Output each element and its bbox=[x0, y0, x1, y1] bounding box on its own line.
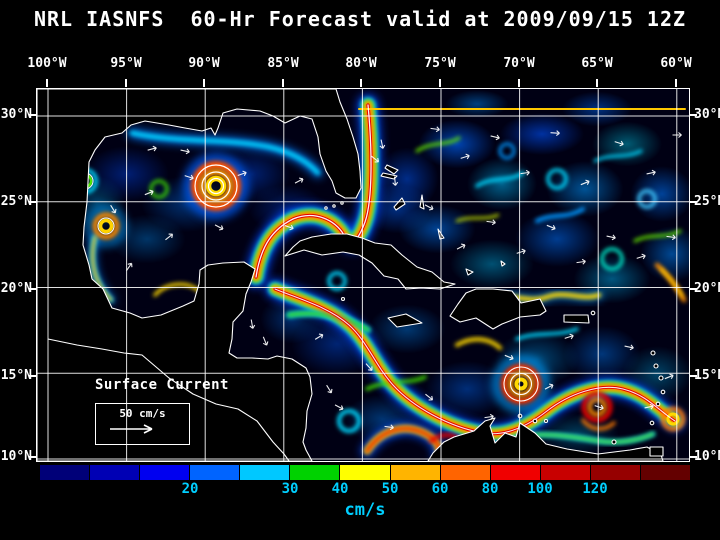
south-america-landmass bbox=[427, 417, 664, 461]
colorbar-segment bbox=[340, 465, 391, 480]
colorbar bbox=[40, 465, 691, 480]
cuba bbox=[284, 233, 456, 290]
colorbar-segment bbox=[540, 465, 591, 480]
axis-tick bbox=[46, 79, 48, 87]
colorbar-tick-label: 20 bbox=[181, 481, 199, 497]
axis-tick bbox=[690, 456, 697, 458]
trinidad-eddy bbox=[660, 406, 686, 432]
axis-tick bbox=[439, 79, 441, 87]
axis-tick bbox=[360, 79, 363, 87]
axis-tick bbox=[281, 79, 284, 87]
axis-tick bbox=[29, 456, 36, 458]
lat-tick-label: 10°N bbox=[0, 449, 32, 464]
colorbar-segment bbox=[240, 465, 291, 480]
longitude-axis: 100°W 95°W 90°W 85°W 80°W 75°W 70°W 65°W… bbox=[0, 56, 720, 74]
colorbar-tick-label: 30 bbox=[281, 481, 299, 497]
colorbar-tick-label: 120 bbox=[582, 481, 608, 497]
plot-title: NRL IASNFS 60-Hr Forecast valid at 2009/… bbox=[33, 7, 687, 31]
lat-tick-label: 30°N bbox=[694, 107, 720, 122]
lat-tick-label: 25°N bbox=[694, 194, 720, 209]
puerto-rico bbox=[563, 314, 590, 324]
lat-tick-label: 10°N bbox=[694, 449, 720, 464]
colorbar-segment bbox=[190, 465, 241, 480]
small-islands bbox=[324, 201, 666, 445]
lon-tick-label: 60°W bbox=[660, 56, 692, 71]
colorbar-tick-label: 40 bbox=[331, 481, 349, 497]
surface-current-label: Surface Current bbox=[95, 377, 229, 393]
colorbar-segment bbox=[40, 465, 91, 480]
lon-tick-label: 80°W bbox=[345, 56, 377, 71]
axis-tick bbox=[29, 375, 36, 377]
lat-tick-label: 30°N bbox=[0, 107, 32, 122]
lat-tick-label: 15°N bbox=[694, 368, 720, 383]
colorbar-tick-label: 50 bbox=[381, 481, 399, 497]
lon-tick-label: 70°W bbox=[503, 56, 535, 71]
lon-tick-label: 95°W bbox=[110, 56, 142, 71]
west-gulf-eddy bbox=[92, 212, 120, 240]
lat-tick-label: 15°N bbox=[0, 368, 32, 383]
scale-arrow-icon bbox=[110, 424, 153, 434]
axis-tick bbox=[674, 79, 677, 87]
colorbar-segment bbox=[90, 465, 141, 480]
colorbar-segment bbox=[590, 465, 641, 480]
map-frame: Surface Current 50 cm/s bbox=[36, 88, 690, 462]
hispaniola bbox=[449, 288, 547, 330]
axis-tick bbox=[124, 79, 127, 87]
axis-tick bbox=[690, 201, 697, 203]
colorbar-labels: 20 30 40 50 60 80 100 120 bbox=[40, 481, 690, 498]
axis-tick bbox=[29, 288, 36, 290]
axis-tick bbox=[203, 79, 206, 87]
colorbar-segment bbox=[440, 465, 491, 480]
axis-tick bbox=[517, 79, 520, 87]
lon-tick-label: 90°W bbox=[188, 56, 220, 71]
vector-scale-value: 50 cm/s bbox=[119, 407, 166, 420]
colorbar-segment bbox=[490, 465, 541, 480]
lat-tick-label: 20°N bbox=[0, 281, 32, 296]
colorbar-segment bbox=[290, 465, 341, 480]
colorbar-segment bbox=[390, 465, 441, 480]
bahamas-islands bbox=[380, 164, 506, 276]
axis-tick bbox=[690, 375, 697, 377]
current-field-svg bbox=[37, 89, 689, 461]
colorbar-tick-label: 100 bbox=[527, 481, 553, 497]
axis-tick bbox=[29, 201, 36, 203]
vector-scale-box: 50 cm/s bbox=[95, 403, 190, 445]
colorbar-segment bbox=[640, 465, 691, 480]
jamaica bbox=[387, 313, 423, 328]
trinidad bbox=[649, 446, 664, 457]
coastline-layer bbox=[37, 89, 666, 461]
lon-tick-label: 100°W bbox=[27, 56, 67, 71]
grid-layer bbox=[37, 89, 689, 461]
pacific-coastline bbox=[47, 338, 290, 461]
colorbar-tick-label: 60 bbox=[431, 481, 449, 497]
north-central-america-landmass bbox=[37, 89, 362, 461]
lon-tick-label: 85°W bbox=[267, 56, 299, 71]
venezuela-basin-eddy bbox=[581, 391, 613, 423]
lat-tick-label: 25°N bbox=[0, 194, 32, 209]
colorbar-segment bbox=[140, 465, 191, 480]
colorbar-tick-label: 80 bbox=[481, 481, 499, 497]
lon-tick-label: 65°W bbox=[581, 56, 613, 71]
axis-tick bbox=[596, 79, 599, 87]
colorbar-unit-label: cm/s bbox=[344, 500, 386, 520]
lat-tick-label: 20°N bbox=[694, 281, 720, 296]
axis-tick bbox=[29, 114, 36, 116]
axis-tick bbox=[690, 114, 697, 116]
lon-tick-label: 75°W bbox=[424, 56, 456, 71]
axis-tick bbox=[690, 288, 697, 290]
